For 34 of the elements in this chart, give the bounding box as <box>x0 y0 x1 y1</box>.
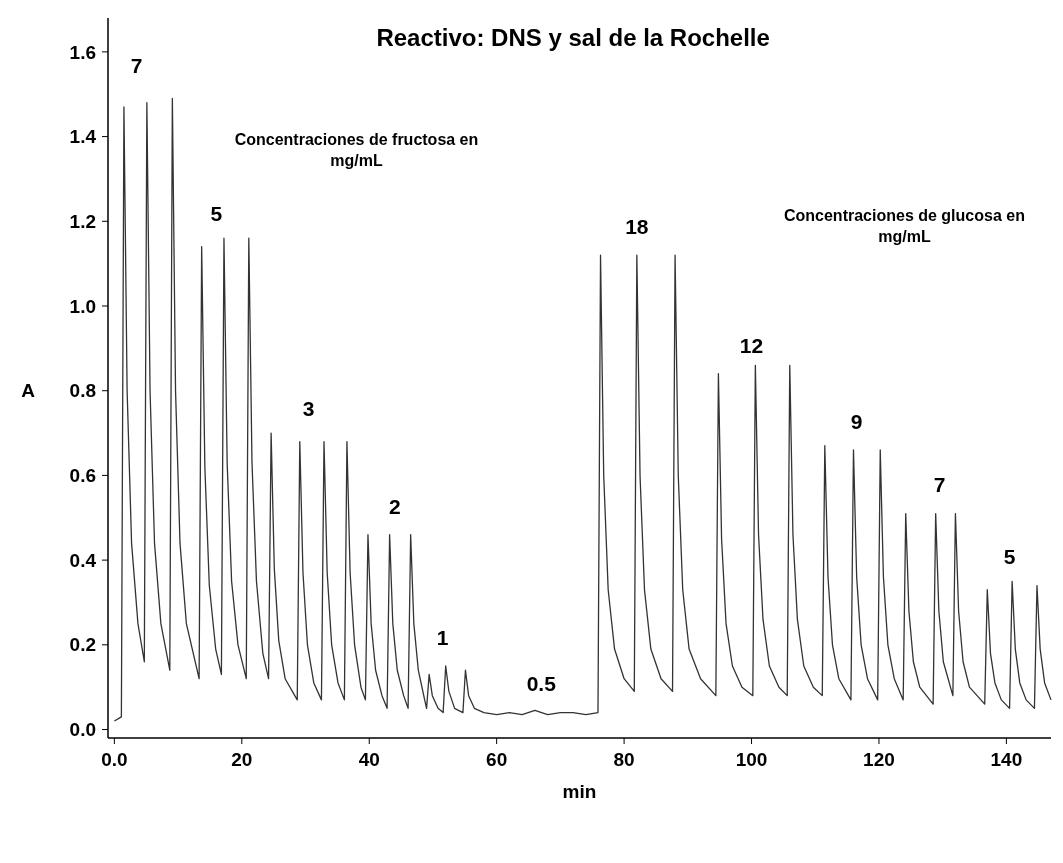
annotation: 18 <box>625 215 649 238</box>
annotation: 12 <box>739 333 764 357</box>
annotation: 0.5 <box>526 672 557 696</box>
y-tick-label: 0.8 <box>69 380 96 402</box>
x-tick-label: 60 <box>486 749 508 770</box>
chart-title: Reactivo: DNS y sal de la Rochelle <box>376 24 770 51</box>
y-tick-label: 1.4 <box>69 126 97 148</box>
y-tick-label: 0.6 <box>69 465 96 487</box>
x-tick-label: 120 <box>863 749 895 770</box>
x-tick-label: 0.0 <box>101 749 128 770</box>
annotation: 5 <box>1003 545 1016 569</box>
annotation: 2 <box>388 494 401 518</box>
annotation: Concentraciones de glucosa en mg/mL <box>783 207 1025 246</box>
annotation: 7 <box>130 54 143 78</box>
y-tick-label: 1.0 <box>69 295 96 317</box>
annotation: 7 <box>933 473 946 497</box>
annotation: 1 <box>436 625 449 649</box>
x-tick-label: 100 <box>735 749 768 770</box>
x-tick-label: 20 <box>231 749 253 770</box>
x-axis-title: min <box>562 781 597 802</box>
y-tick-label: 0.2 <box>69 634 96 656</box>
annotation: 3 <box>302 397 315 421</box>
x-tick-label: 80 <box>613 749 635 770</box>
y-tick-label: 0.0 <box>69 719 96 741</box>
y-tick-label: 0.4 <box>69 549 97 571</box>
y-tick-label: 1.2 <box>69 210 96 232</box>
y-axis-title: A <box>21 380 36 402</box>
line-series <box>113 97 1052 722</box>
x-tick-label: 40 <box>358 749 380 770</box>
x-tick-label: 140 <box>990 749 1023 770</box>
annotation: 9 <box>850 409 863 433</box>
annotation: 5 <box>210 202 223 226</box>
y-tick-label: 1.6 <box>69 41 96 63</box>
annotation: Concentraciones de fructosa en mg/mL <box>234 131 479 169</box>
